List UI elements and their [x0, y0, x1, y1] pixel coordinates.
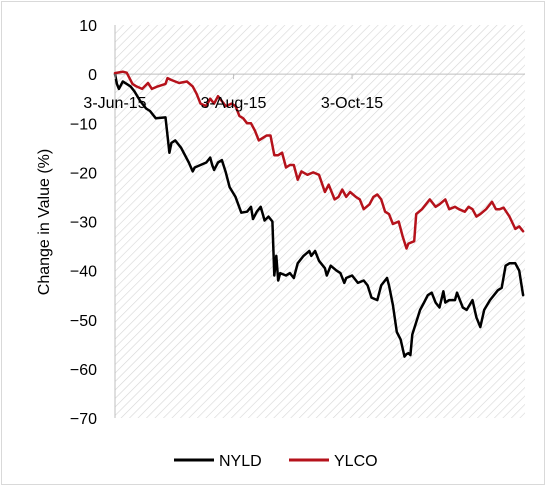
y-tick-label: −50 [70, 313, 97, 330]
x-tick-label: 3-Oct-15 [321, 95, 383, 112]
x-axis-ticks: 3-Jun-15 3-Aug-15 3-Oct-15 [83, 74, 383, 112]
y-tick-label: −60 [70, 362, 97, 379]
series-layer [113, 70, 525, 358]
y-tick-label: −70 [70, 411, 97, 428]
y-tick-label: 10 [79, 18, 97, 35]
legend: NYLD YLCO [174, 453, 378, 470]
y-tick-label: −10 [70, 116, 97, 133]
plot-area [115, 25, 525, 418]
series-line-nyld [113, 72, 525, 358]
y-tick-label: −30 [70, 215, 97, 232]
y-axis-title: Change in Value (%) [36, 149, 53, 295]
y-tick-label: 0 [88, 67, 97, 84]
x-tick-label: 3-Jun-15 [83, 95, 146, 112]
x-tick-label: 3-Aug-15 [201, 95, 267, 112]
y-tick-label: −40 [70, 264, 97, 281]
legend-label-nyld: NYLD [219, 453, 262, 470]
y-tick-label: −20 [70, 165, 97, 182]
y-axis-ticks: 10 0 −10 −20 −30 −40 −50 −60 −70 [70, 18, 97, 428]
series-line-ylco [113, 70, 525, 250]
legend-label-ylco: YLCO [334, 453, 378, 470]
